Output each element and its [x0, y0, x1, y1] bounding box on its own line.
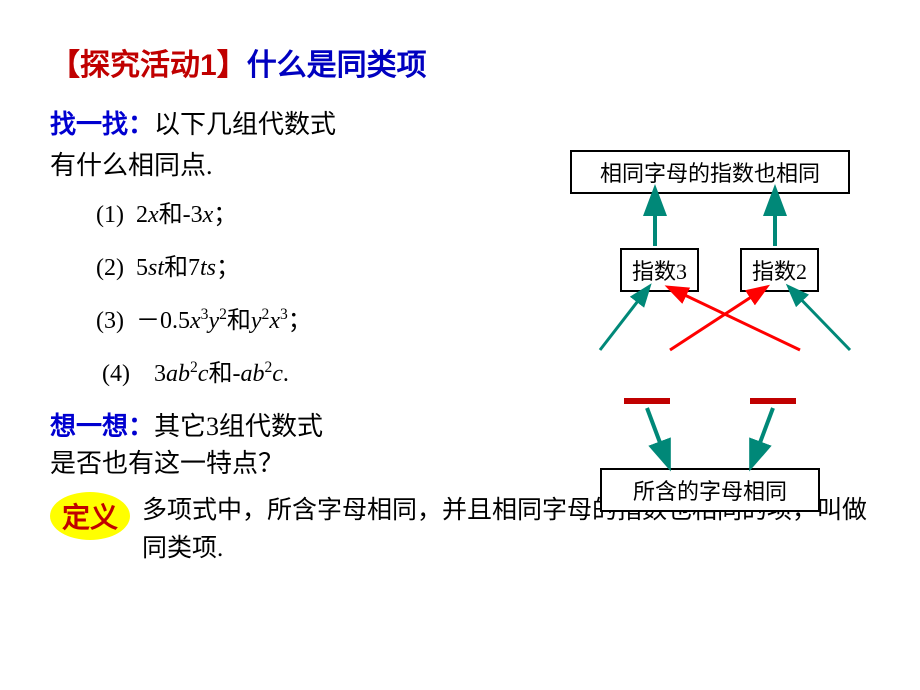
diagram-arrows: [540, 120, 890, 540]
slide-title: 【 探究活动 1 】 什么是同类项: [50, 40, 880, 84]
title-question: 什么是同类项: [247, 40, 427, 84]
list-item: (3) －0.5x3y2和y2x3；: [96, 300, 480, 335]
end: .: [283, 361, 289, 387]
find-line2: 有什么相同点.: [50, 145, 480, 182]
arrow-down-right: [752, 408, 773, 464]
var-c: c: [198, 361, 209, 387]
think-line2: 是否也有这一特点？: [50, 443, 480, 480]
end: ；: [213, 202, 237, 228]
concept-diagram: 相同字母的指数也相同 指数3 指数2 所含的字母相同: [540, 120, 890, 540]
var2: ts: [200, 255, 216, 281]
end: ；: [216, 255, 240, 281]
end: ；: [288, 308, 312, 334]
coef2: 7: [188, 255, 200, 281]
and: 和: [208, 361, 232, 387]
think-rest1: 其它3组代数式: [154, 412, 323, 441]
arrow-red-1: [670, 288, 800, 350]
var-x2: x: [269, 308, 280, 334]
title-bracket-close: 】: [217, 40, 247, 84]
item-num: (3): [96, 308, 124, 334]
title-num: 1: [200, 49, 217, 83]
var-ab: ab: [166, 361, 190, 387]
var-x: x: [190, 308, 201, 334]
find-prompt: 找一找：以下几组代数式: [50, 104, 480, 141]
item-num: (1): [96, 202, 124, 228]
coef: 5: [136, 255, 148, 281]
slide-root: 【 探究活动 1 】 什么是同类项 找一找：以下几组代数式 有什么相同点. (1…: [0, 0, 920, 587]
arrow-down-left: [647, 408, 668, 464]
title-label: 探究活动: [80, 40, 200, 84]
math-list: (1) 2x和-3x； (2) 5st和7ts； (3) －0.5x3y2和y2…: [96, 194, 480, 388]
exp: 2: [219, 306, 227, 323]
item-num: (4): [102, 361, 130, 387]
and: 和: [159, 202, 183, 228]
and: 和: [164, 255, 188, 281]
var-y2: y: [251, 308, 262, 334]
left-column: 找一找：以下几组代数式 有什么相同点. (1) 2x和-3x； (2) 5st和…: [50, 104, 480, 480]
exp: 2: [190, 359, 198, 376]
arrow-teal-1: [600, 288, 648, 350]
title-bracket-open: 【: [50, 40, 80, 84]
find-rest1: 以下几组代数式: [154, 110, 336, 139]
list-item: (2) 5st和7ts；: [96, 247, 480, 282]
definition-badge: 定义: [50, 492, 130, 540]
coef: －0.5: [136, 308, 190, 334]
list-item: (4) 3ab2c和-ab2c.: [102, 353, 480, 388]
coef2: -3: [183, 202, 203, 228]
var: st: [148, 255, 164, 281]
var-c2: c: [272, 361, 283, 387]
var2: x: [203, 202, 214, 228]
var-y: y: [208, 308, 219, 334]
exp: 3: [280, 306, 288, 323]
think-lead: 想一想：: [50, 412, 154, 441]
coef: 3: [154, 361, 166, 387]
find-lead: 找一找：: [50, 110, 154, 139]
coef: 2: [136, 202, 148, 228]
var: x: [148, 202, 159, 228]
arrow-red-2: [670, 288, 765, 350]
item-num: (2): [96, 255, 124, 281]
var-ab2: ab: [240, 361, 264, 387]
and: 和: [227, 308, 251, 334]
arrow-teal-2: [790, 288, 850, 350]
think-prompt: 想一想：其它3组代数式: [50, 406, 480, 443]
list-item: (1) 2x和-3x；: [96, 194, 480, 229]
